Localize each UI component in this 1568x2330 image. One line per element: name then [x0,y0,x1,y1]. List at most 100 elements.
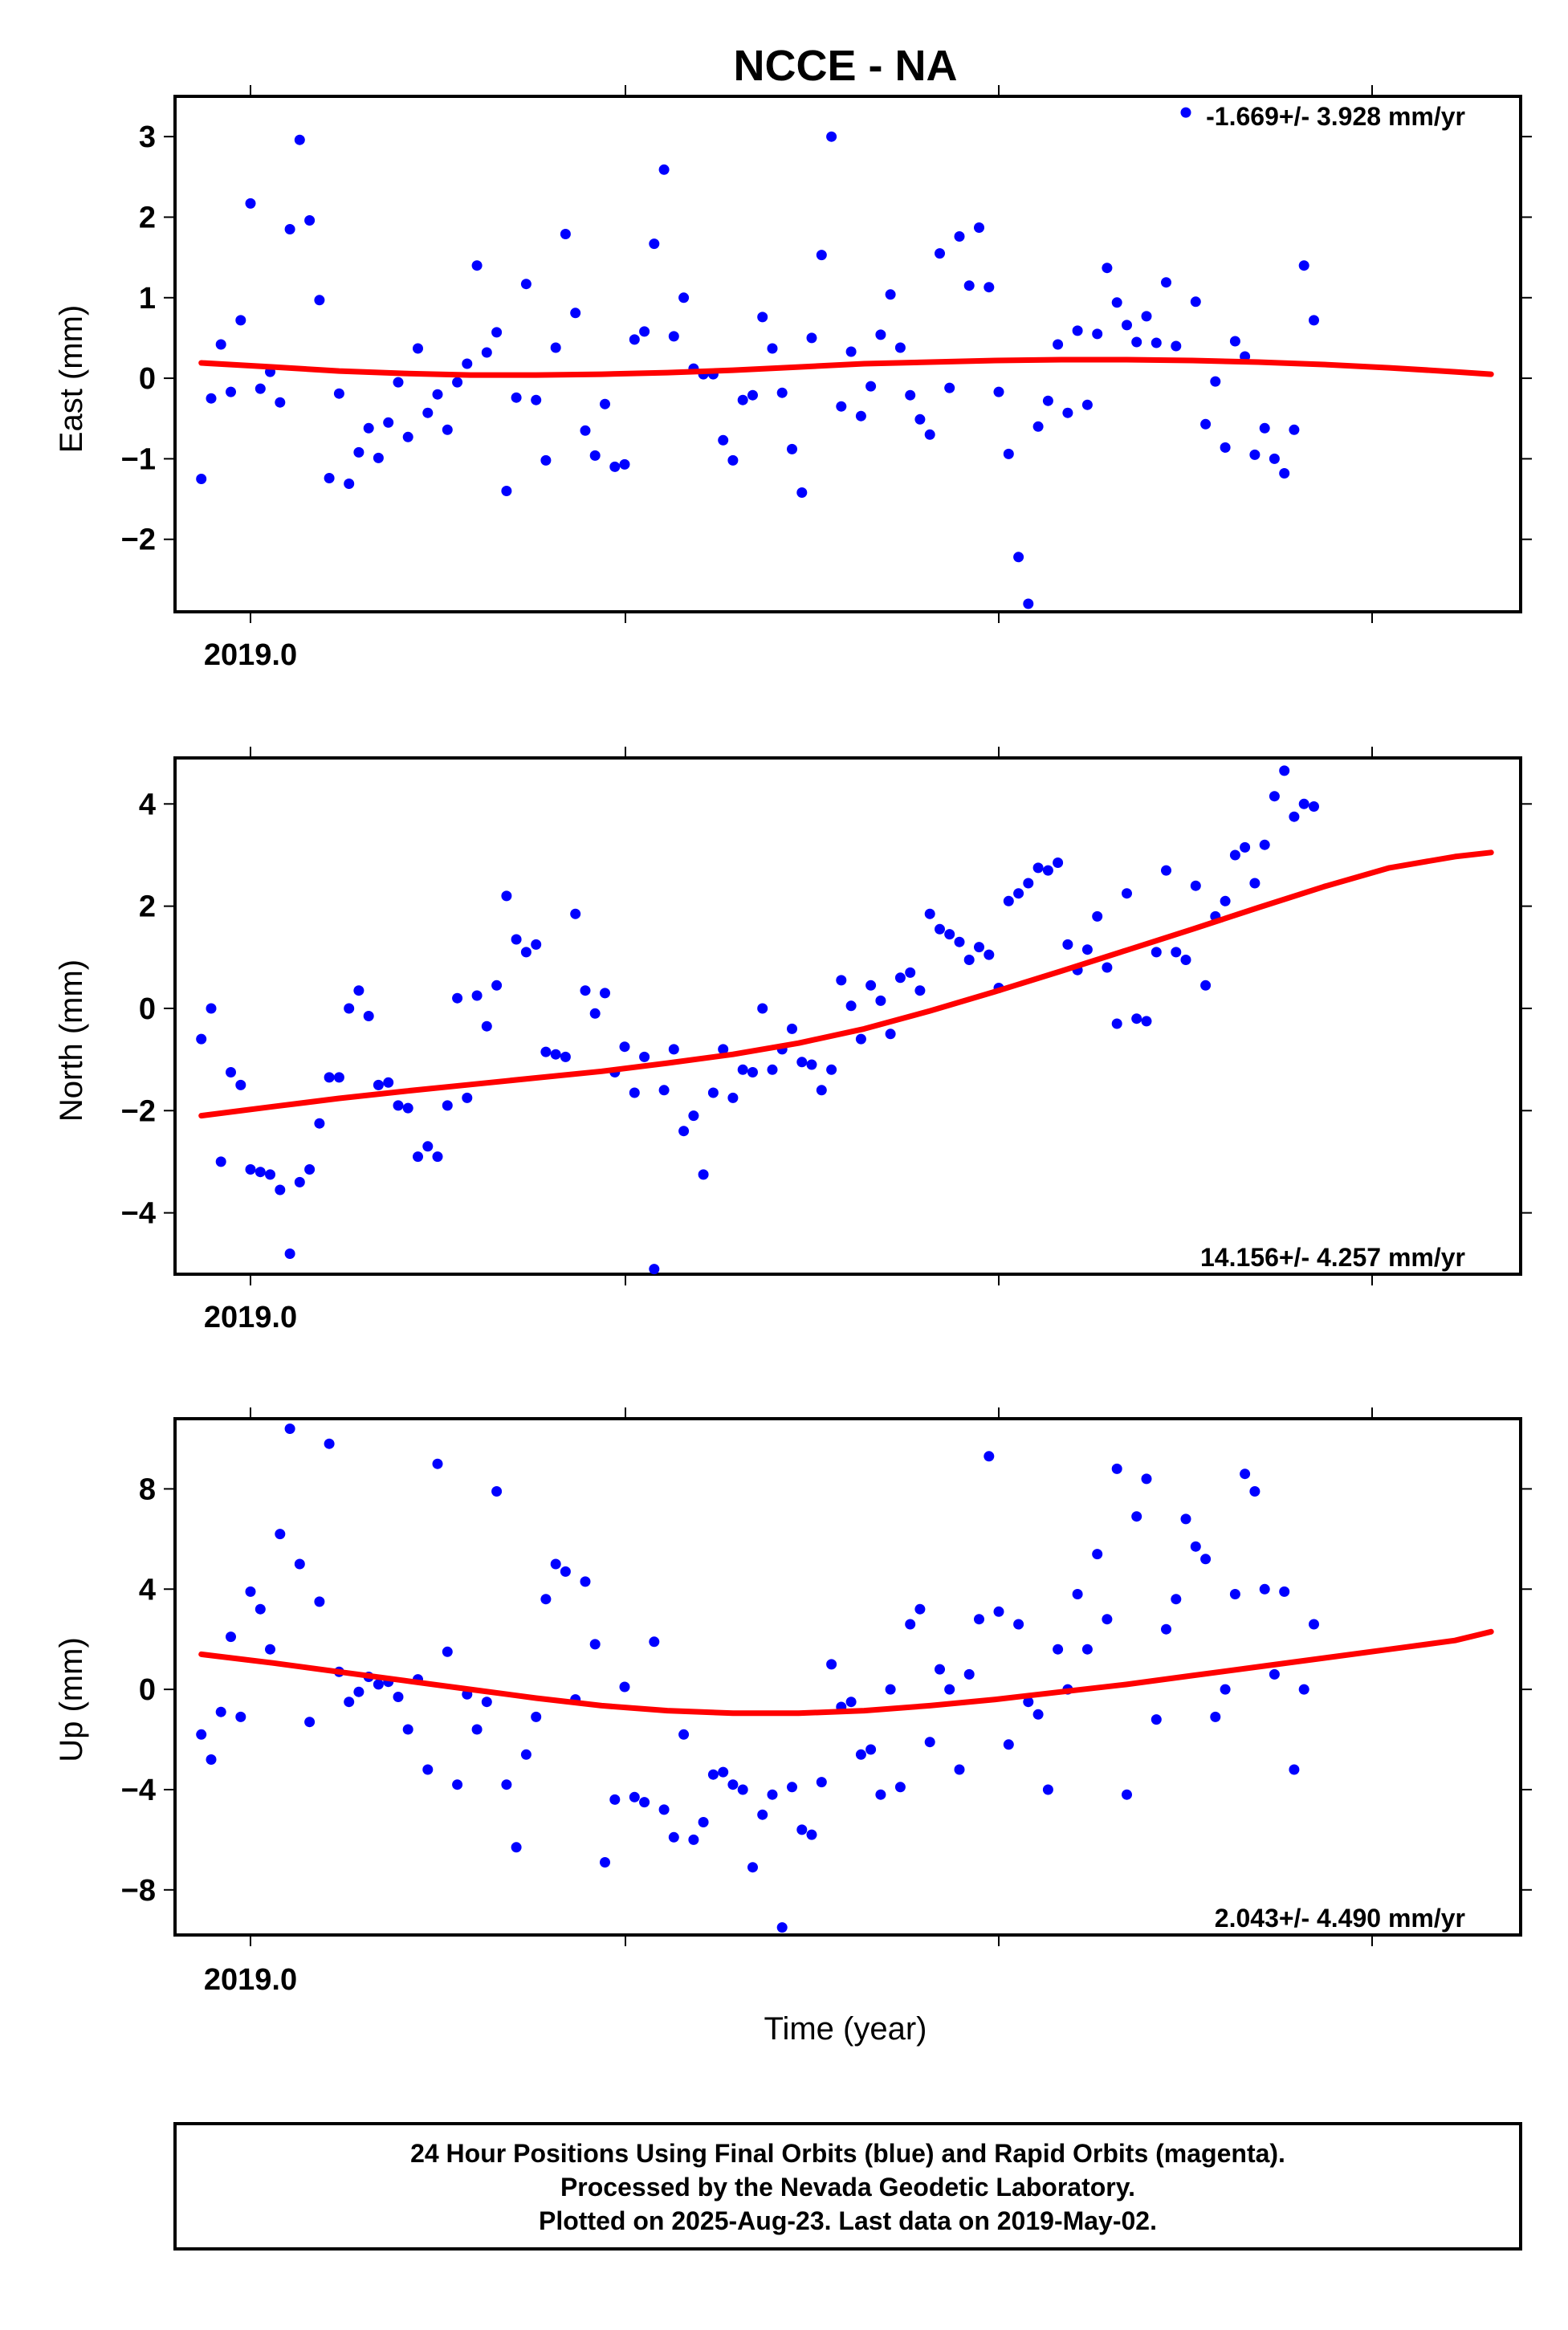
up-data-point [1122,1789,1132,1800]
up-data-point [865,1744,877,1755]
north-ytick-label-2: 0 [139,992,156,1026]
up-data-point [747,1862,758,1873]
east-data-point [954,231,965,242]
north-data-point [865,980,877,991]
north-data-point [668,1044,679,1055]
east-data-point [678,292,690,303]
north-data-point [600,988,610,999]
up-data-point [393,1692,404,1702]
east-data-point [1032,421,1044,432]
east-ytick-label-5: 3 [139,120,156,154]
north-data-point [1023,878,1034,889]
north-data-point [855,1033,866,1045]
north-data-point [393,1100,404,1111]
up-data-points [196,1424,1319,1933]
up-data-point [284,1424,295,1434]
up-data-point [1141,1473,1152,1485]
east-data-point [924,429,935,440]
north-data-point [1102,962,1113,973]
east-data-point [963,280,975,291]
footer-line-3: Plotted on 2025-Aug-23. Last data on 201… [539,2206,1157,2235]
east-data-point [639,326,650,337]
up-data-point [1003,1739,1014,1750]
east-data-point [816,250,827,261]
north-data-point [914,985,926,996]
east-data-point [393,377,404,388]
up-data-point [609,1794,621,1805]
up-data-point [737,1784,748,1795]
up-data-point [215,1706,226,1717]
up-data-point [432,1458,443,1469]
east-data-point [1042,395,1053,406]
north-data-point [324,1072,335,1083]
north-data-point [935,923,945,935]
up-data-point [698,1817,709,1827]
up-fit-line [198,1628,1494,1717]
east-data-point [1141,311,1152,322]
north-data-point [885,1029,896,1040]
north-data-point [678,1126,690,1137]
north-data-point [580,985,591,996]
east-data-point [560,229,571,239]
east-data-point [776,387,788,398]
north-data-point [1171,947,1182,958]
up-data-point [304,1717,316,1728]
east-data-point [935,248,945,259]
east-data-point [333,388,344,399]
east-data-point [1210,376,1221,387]
east-data-point [629,334,640,345]
north-data-point [658,1085,670,1096]
east-data-point [974,222,984,233]
up-data-point [255,1603,266,1615]
north-data-point [314,1118,325,1129]
east-data-point [550,342,561,353]
north-data-point [1269,791,1280,802]
north-data-point [413,1151,423,1163]
north-data-point [757,1003,768,1014]
north-data-point [226,1067,236,1077]
east-data-point [1298,260,1309,271]
east-data-point [905,389,916,401]
east-data-point [944,382,955,393]
north-data-point [570,908,581,919]
east-data-point [845,346,857,357]
east-data-point [1102,263,1113,274]
north-data-point [491,980,503,991]
east-data-point [531,394,542,405]
north-data-point [954,936,965,947]
east-data-point [304,215,316,226]
up-data-point [1171,1594,1182,1605]
up-data-point [727,1779,739,1790]
east-data-point [1053,339,1064,350]
north-data-point [1141,1016,1152,1027]
up-data-point [235,1711,246,1722]
x-axis-label: Time (year) [764,2011,927,2047]
up-ytick-label-4: 8 [139,1473,156,1506]
east-data-point [1092,328,1103,340]
up-data-point [580,1576,591,1587]
up-data-point [1131,1511,1142,1522]
north-data-point [629,1087,640,1098]
north-data-point [471,990,483,1001]
north-data-point [649,1264,660,1275]
east-data-point [1200,418,1212,430]
north-panel: North (mm) 14.156+/- 4.257 mm/yr 2019.0 [54,959,1465,1334]
north-data-point [1180,955,1191,965]
up-ytick-label-0: −8 [121,1874,156,1908]
east-ytick-label-3: 1 [139,282,156,316]
east-data-point [855,410,866,422]
east-plot-area: −2 −1 0 1 2 3 [121,85,1532,623]
north-data-point [944,929,955,940]
up-data-point [275,1529,286,1540]
north-data-point [1220,895,1231,906]
north-data-point [235,1079,246,1090]
north-data-point [698,1169,709,1180]
up-data-point [196,1729,207,1740]
up-data-point [757,1809,768,1820]
north-data-point [796,1057,808,1068]
up-data-point [668,1831,679,1843]
east-data-point [1180,107,1191,118]
up-data-point [1032,1709,1044,1720]
north-data-point [215,1156,226,1167]
